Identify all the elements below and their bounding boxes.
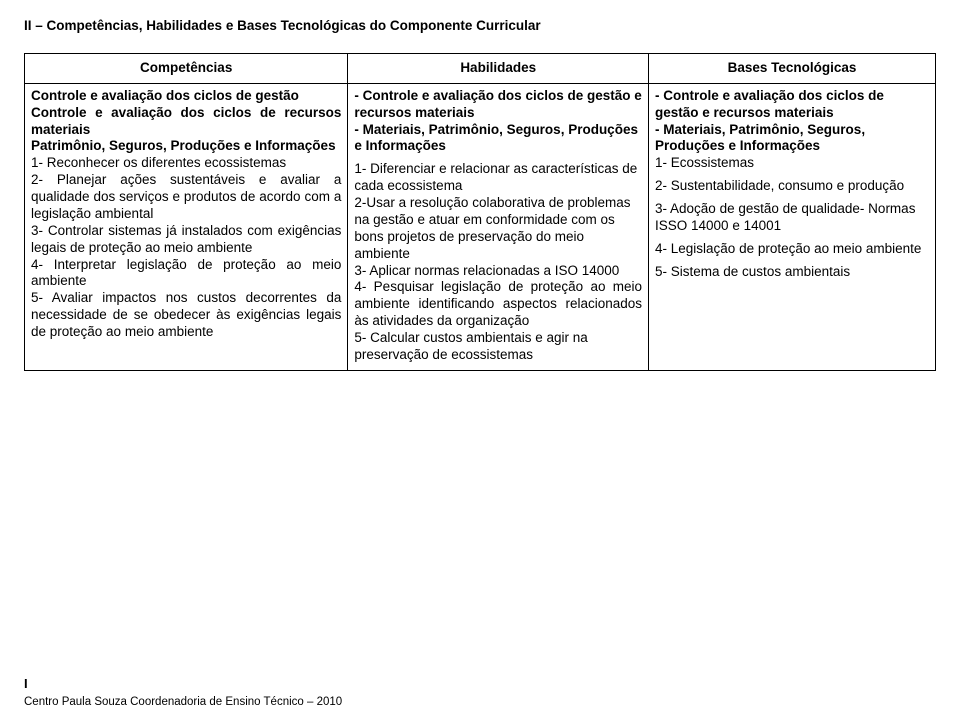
base-item-3: 3- Adoção de gestão de qualidade- Normas… xyxy=(655,201,929,235)
hab-item-2: 2-Usar a resolução colaborativa de probl… xyxy=(354,195,642,263)
table-header-row: Competências Habilidades Bases Tecnológi… xyxy=(25,53,936,83)
table-body-row: Controle e avaliação dos ciclos de gestã… xyxy=(25,83,936,370)
footer-roman: I xyxy=(24,676,342,692)
base-item-2: 2- Sustentabilidade, consumo e produção xyxy=(655,178,929,195)
comp-item-2: 2- Planejar ações sustentáveis e avaliar… xyxy=(31,172,341,223)
section-title: II – Competências, Habilidades e Bases T… xyxy=(24,18,936,35)
comp-item-1: 1- Reconhecer os diferentes ecossistemas xyxy=(31,155,341,172)
cell-competencias: Controle e avaliação dos ciclos de gestã… xyxy=(25,83,348,370)
base-item-4: 4- Legislação de proteção ao meio ambien… xyxy=(655,241,929,258)
comp-item-5: 5- Avaliar impactos nos custos decorrent… xyxy=(31,290,341,341)
comp-item-4: 4- Interpretar legislação de proteção ao… xyxy=(31,257,341,291)
header-bases: Bases Tecnológicas xyxy=(649,53,936,83)
hab-item-1: 1- Diferenciar e relacionar as caracterí… xyxy=(354,161,642,195)
base-bold-1: - Controle e avaliação dos ciclos de ges… xyxy=(655,88,929,122)
base-item-5: 5- Sistema de custos ambientais xyxy=(655,264,929,281)
footer-line: Centro Paula Souza Coordenadoria de Ensi… xyxy=(24,695,342,709)
hab-item-3: 3- Aplicar normas relacionadas a ISO 140… xyxy=(354,263,642,280)
page-footer: I Centro Paula Souza Coordenadoria de En… xyxy=(24,676,342,709)
comp-bold-1: Controle e avaliação dos ciclos de gestã… xyxy=(31,88,341,105)
hab-item-4: 4- Pesquisar legislação de proteção ao m… xyxy=(354,279,642,330)
header-habilidades: Habilidades xyxy=(348,53,649,83)
curriculum-table: Competências Habilidades Bases Tecnológi… xyxy=(24,53,936,371)
cell-habilidades: - Controle e avaliação dos ciclos de ges… xyxy=(348,83,649,370)
base-bold-2: - Materiais, Patrimônio, Seguros, Produç… xyxy=(655,122,929,156)
hab-item-5: 5- Calcular custos ambientais e agir na … xyxy=(354,330,642,364)
base-item-1: 1- Ecossistemas xyxy=(655,155,929,172)
header-competencias: Competências xyxy=(25,53,348,83)
cell-bases: - Controle e avaliação dos ciclos de ges… xyxy=(649,83,936,370)
comp-bold-3: Patrimônio, Seguros, Produções e Informa… xyxy=(31,138,341,155)
comp-bold-2: Controle e avaliação dos ciclos de recur… xyxy=(31,105,341,139)
hab-bold-1: - Controle e avaliação dos ciclos de ges… xyxy=(354,88,642,122)
comp-item-3: 3- Controlar sistemas já instalados com … xyxy=(31,223,341,257)
hab-bold-2: - Materiais, Patrimônio, Seguros, Produç… xyxy=(354,122,642,156)
